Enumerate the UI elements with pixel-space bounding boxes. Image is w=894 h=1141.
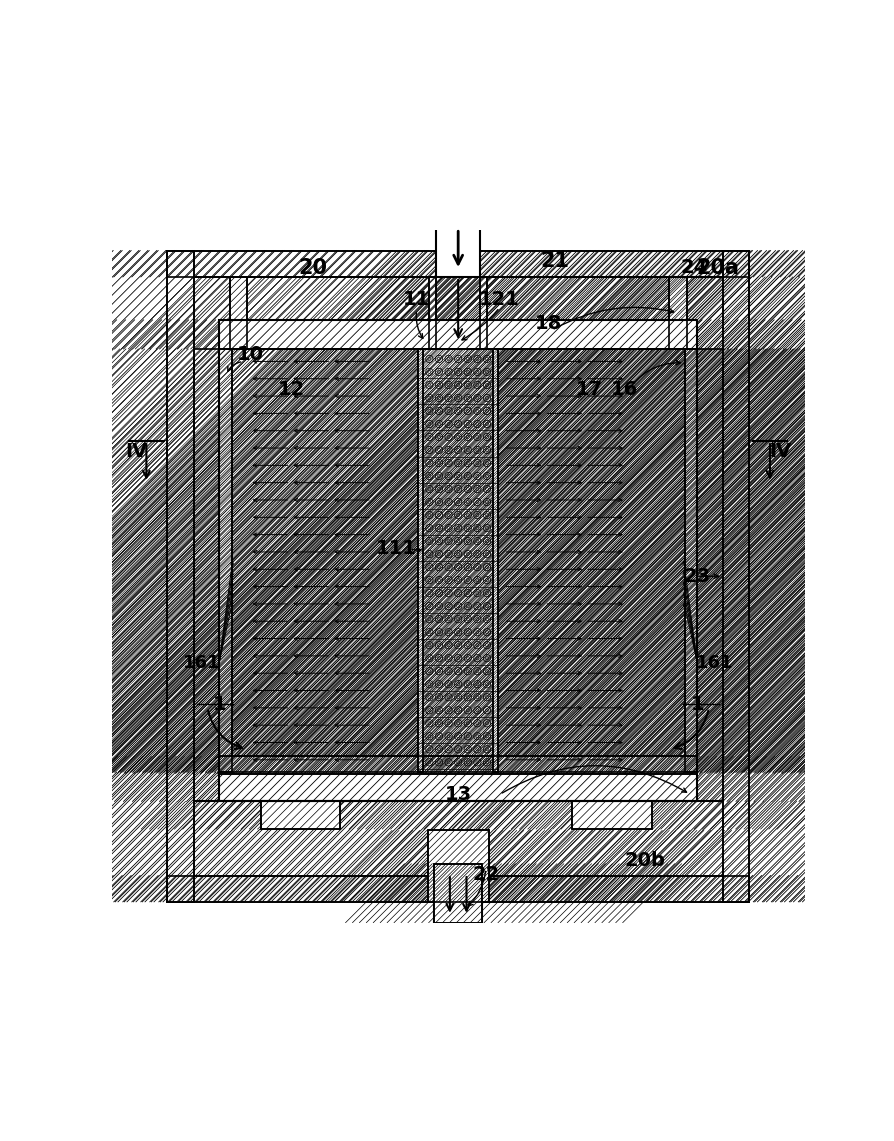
Bar [193,277,230,349]
Bar [427,831,489,901]
Bar [723,251,749,901]
Bar [261,801,341,830]
Text: 17: 17 [577,380,603,398]
Bar [487,277,670,349]
Text: 10: 10 [237,345,264,364]
Bar [167,251,193,901]
Bar [219,349,232,772]
Text: 23: 23 [684,567,711,585]
Bar [167,251,749,277]
Bar [193,774,723,875]
Text: 22: 22 [472,865,500,883]
Text: 21: 21 [541,251,569,270]
Bar [434,864,483,923]
Bar [232,349,685,772]
Text: 12: 12 [278,380,306,398]
Bar [572,801,653,830]
Text: 1: 1 [213,695,226,714]
Bar [493,349,498,772]
Bar [261,801,341,830]
Bar [219,349,232,772]
Bar [480,277,487,349]
Bar [219,772,697,801]
Text: 16: 16 [611,380,638,398]
Bar [219,772,697,801]
Text: IV: IV [769,442,791,461]
Bar [493,349,498,772]
Bar [418,349,423,772]
Bar [434,864,483,923]
Bar [230,277,247,349]
Bar [247,277,429,349]
Bar [418,349,423,772]
Bar [436,218,480,277]
Bar [219,319,697,349]
Text: 20: 20 [299,258,327,278]
Bar [219,756,697,774]
Bar [193,801,723,830]
Text: 161: 161 [183,654,221,672]
Text: 111: 111 [375,539,417,558]
Bar [219,319,697,801]
Bar [723,251,749,901]
Bar [687,277,723,349]
Bar [167,251,749,277]
Text: 18: 18 [535,314,561,333]
Bar [167,251,193,901]
Bar [670,277,687,349]
Text: 121: 121 [479,290,520,308]
Bar [572,801,653,830]
Bar [418,349,498,772]
Bar [427,831,489,901]
Bar [219,756,697,774]
Bar [685,349,697,772]
Text: 11: 11 [403,290,430,308]
Text: 24: 24 [680,258,707,277]
Bar [219,756,697,830]
Bar [429,277,436,349]
Bar [434,864,483,923]
Bar [167,875,749,901]
Bar [230,277,247,349]
Bar [685,349,697,772]
Text: 1: 1 [690,695,704,714]
Bar [219,319,697,349]
Bar [429,277,436,349]
Text: 13: 13 [444,785,472,804]
Text: 161: 161 [696,654,733,672]
Text: 20b: 20b [625,851,666,869]
Text: 20a: 20a [696,258,739,278]
Bar [167,875,749,901]
Bar [480,277,487,349]
Bar [670,277,687,349]
Text: IV: IV [125,442,148,461]
